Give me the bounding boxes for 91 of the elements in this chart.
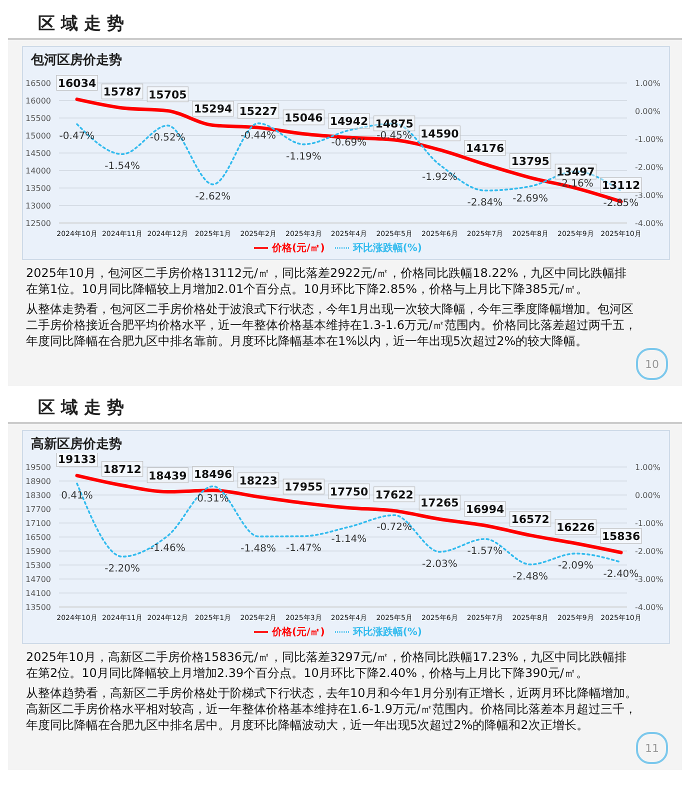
data-label: 0.41%: [61, 490, 93, 502]
y-tick-label: 15000: [26, 131, 51, 140]
legend-label: 价格(元/㎡): [272, 627, 325, 638]
data-label: 15705: [148, 88, 187, 102]
y-tick-label: 15500: [26, 114, 51, 123]
y-tick-label: 17700: [26, 504, 51, 514]
data-label: -1.92%: [422, 172, 458, 183]
data-label: 17955: [284, 480, 323, 494]
y2-tick-label: -4.00%: [635, 602, 664, 612]
y-tick-label: 14000: [26, 166, 51, 176]
y-tick-label: 16500: [26, 78, 51, 88]
data-label: 14942: [330, 115, 368, 128]
chart-subtitle: 高新区房价走势: [30, 436, 123, 453]
data-label: 16572: [511, 512, 550, 526]
data-label: -2.69%: [512, 193, 548, 204]
y-tick-label: 15900: [26, 546, 51, 556]
data-label: 18496: [194, 468, 232, 481]
text: 从整体走势看，包河区二手房价格处于波浪式下行状态，今年1月出现一次较大降幅，今年三季度降幅增加。包河区二手房价格接近合肥平均价格水平，近一年整体价格基本维持在1.3-1.6万元/㎡范围内。价格同比落差超过两千五，年度同比降幅在合肥九区中排名靠前。月度环比降幅基本在1%以内，近一年出现5次超过2%的较大降幅。: [26, 301, 638, 349]
data-label: -2.03%: [422, 558, 458, 570]
text: 10: [636, 348, 668, 380]
data-label: -2.84%: [467, 198, 503, 209]
data-label: 18439: [148, 469, 187, 482]
chart-subtitle: 包河区房价走势: [30, 52, 123, 69]
data-label: 18712: [103, 462, 142, 476]
y-tick-label: 15300: [26, 560, 51, 570]
data-label: 18223: [239, 474, 278, 488]
data-label: -1.14%: [331, 534, 367, 545]
y-tick-label: 16000: [26, 96, 51, 106]
y-tick-label: 18300: [26, 490, 51, 500]
data-label: -0.72%: [376, 522, 412, 534]
data-label: 13795: [511, 155, 550, 168]
data-label: -1.46%: [150, 542, 186, 554]
y-tick-label: 18900: [26, 476, 51, 486]
data-label: 16226: [556, 520, 596, 534]
data-label: -2.20%: [104, 564, 140, 575]
data-label: -2.48%: [512, 571, 548, 582]
y-tick-label: 14700: [26, 574, 51, 584]
y-tick-label: 13000: [26, 201, 51, 210]
y-tick-label: 14100: [26, 588, 51, 598]
data-label: 17622: [375, 488, 414, 502]
legend-label: 环比涨跌幅(%): [352, 243, 422, 254]
y2-tick-label: 0.00%: [635, 106, 661, 116]
data-label: -2.09%: [558, 560, 594, 572]
data-label: 15294: [194, 102, 232, 116]
y2-tick-label: -3.00%: [635, 574, 664, 584]
data-label: 14176: [466, 142, 504, 155]
data-label: -1.19%: [286, 151, 322, 162]
data-label: -0.44%: [240, 130, 276, 142]
data-label: -1.57%: [467, 546, 503, 557]
data-label: 19133: [58, 453, 96, 466]
data-label: -1.47%: [286, 543, 322, 554]
y-tick-label: 13500: [26, 184, 51, 193]
data-label: 14590: [420, 127, 460, 140]
data-label: 15787: [103, 85, 142, 98]
y2-tick-label: -3.00%: [635, 190, 664, 200]
legend-label: 环比涨跌幅(%): [352, 627, 422, 638]
y2-tick-label: 1.00%: [635, 78, 661, 88]
data-label: 16994: [466, 502, 504, 516]
y2-tick-label: -1.00%: [635, 518, 664, 528]
data-label: -2.62%: [195, 191, 231, 202]
data-label: -2.85%: [603, 198, 639, 209]
data-label: 15227: [239, 105, 278, 118]
y2-tick-label: 0.00%: [635, 490, 661, 500]
data-label: -0.69%: [331, 137, 367, 148]
text: 11: [636, 732, 668, 764]
data-label: 16034: [58, 76, 96, 90]
y-tick-label: 16500: [26, 532, 51, 542]
y2-tick-label: -4.00%: [635, 218, 664, 228]
text: 2025年10月，包河区二手房价格13112元/㎡，同比落差2922元/㎡，价格同比跌幅18.22%，九区中同比跌幅排在第1位。10月同比降幅较上月增加2.01个百分点。10月环比下降2.85%，价格与上月比下降385元/㎡。: [26, 265, 628, 297]
data-label: -1.48%: [240, 543, 276, 554]
chart-title: 区域走势: [8, 392, 682, 424]
y-tick-label: 19500: [26, 462, 51, 472]
y-tick-label: 14500: [26, 148, 51, 158]
data-label: 17750: [330, 485, 368, 498]
legend-label: 价格(元/㎡): [272, 243, 325, 254]
y2-tick-label: -2.00%: [635, 162, 664, 172]
y2-tick-label: -2.00%: [635, 546, 664, 556]
data-label: -1.54%: [104, 161, 140, 172]
data-label: 13112: [602, 179, 640, 192]
y-tick-label: 17100: [26, 518, 51, 528]
data-label: 15836: [602, 530, 640, 543]
y2-tick-label: -1.00%: [635, 134, 664, 144]
chart-title: 区域走势: [8, 8, 682, 40]
data-label: 15046: [284, 111, 324, 124]
text: 2025年10月，高新区二手房价格15836元/㎡，同比落差3297元/㎡，价格同比跌幅17.23%，九区中同比跌幅排在第2位。10月同比降幅较上月增加2.39个百分点。10月环比下降2.40%，价格与上月比下降390元/㎡。: [26, 649, 628, 681]
data-label: 17265: [420, 496, 459, 510]
text: 从整体趋势看，高新区二手房价格处于阶梯式下行状态，去年10月和今年1月分别有正增长，近两月环比降幅增加。高新区二手房价格水平相对较高，近一年整体价格基本维持在1.6-1.9万元/㎡范围内。价格同比落差本月超过三千，年度同比降幅在合肥九区中排名居中。月度环比降幅波动大，近一年出现5次超过2%的降幅和2次正增长。: [26, 685, 638, 733]
data-label: 0.31%: [197, 493, 229, 504]
y-tick-label: 12500: [26, 218, 51, 228]
y-tick-label: 13500: [26, 602, 51, 612]
y2-tick-label: 1.00%: [635, 462, 661, 472]
